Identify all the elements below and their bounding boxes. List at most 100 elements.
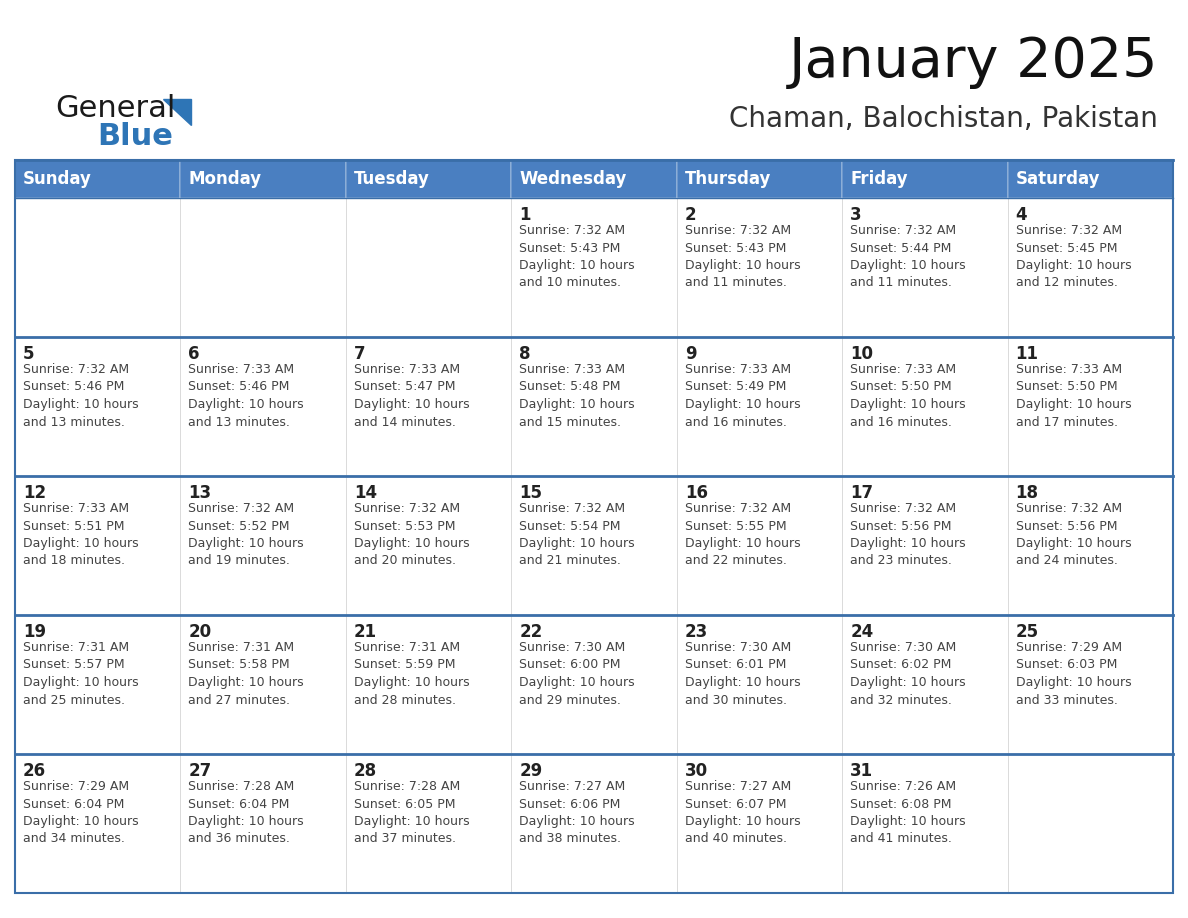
- Bar: [677, 198, 842, 337]
- Text: 23: 23: [684, 623, 708, 641]
- Bar: [677, 337, 842, 476]
- Text: Sunrise: 7:33 AM
Sunset: 5:49 PM
Daylight: 10 hours
and 16 minutes.: Sunrise: 7:33 AM Sunset: 5:49 PM Dayligh…: [684, 363, 801, 429]
- Text: Sunrise: 7:30 AM
Sunset: 6:01 PM
Daylight: 10 hours
and 30 minutes.: Sunrise: 7:30 AM Sunset: 6:01 PM Dayligh…: [684, 641, 801, 707]
- Text: January 2025: January 2025: [789, 35, 1158, 89]
- Bar: [346, 160, 511, 198]
- Bar: [842, 160, 1007, 198]
- Bar: [511, 198, 677, 337]
- Text: Sunrise: 7:32 AM
Sunset: 5:56 PM
Daylight: 10 hours
and 24 minutes.: Sunrise: 7:32 AM Sunset: 5:56 PM Dayligh…: [1016, 502, 1131, 567]
- Text: 18: 18: [1016, 484, 1038, 502]
- Bar: [15, 160, 181, 198]
- Bar: [15, 476, 181, 615]
- Text: Sunrise: 7:32 AM
Sunset: 5:46 PM
Daylight: 10 hours
and 13 minutes.: Sunrise: 7:32 AM Sunset: 5:46 PM Dayligh…: [23, 363, 139, 429]
- Text: Sunrise: 7:32 AM
Sunset: 5:43 PM
Daylight: 10 hours
and 11 minutes.: Sunrise: 7:32 AM Sunset: 5:43 PM Dayligh…: [684, 224, 801, 289]
- Text: 5: 5: [23, 345, 34, 363]
- Text: 20: 20: [189, 623, 211, 641]
- Text: Sunrise: 7:28 AM
Sunset: 6:04 PM
Daylight: 10 hours
and 36 minutes.: Sunrise: 7:28 AM Sunset: 6:04 PM Dayligh…: [189, 780, 304, 845]
- Text: General: General: [55, 94, 176, 123]
- Text: Sunrise: 7:30 AM
Sunset: 6:02 PM
Daylight: 10 hours
and 32 minutes.: Sunrise: 7:30 AM Sunset: 6:02 PM Dayligh…: [851, 641, 966, 707]
- Bar: [677, 160, 842, 198]
- Bar: [346, 198, 511, 337]
- Text: 30: 30: [684, 762, 708, 780]
- Text: Sunrise: 7:33 AM
Sunset: 5:47 PM
Daylight: 10 hours
and 14 minutes.: Sunrise: 7:33 AM Sunset: 5:47 PM Dayligh…: [354, 363, 469, 429]
- Text: Monday: Monday: [189, 170, 261, 188]
- Bar: [1007, 754, 1173, 893]
- Text: Sunrise: 7:31 AM
Sunset: 5:58 PM
Daylight: 10 hours
and 27 minutes.: Sunrise: 7:31 AM Sunset: 5:58 PM Dayligh…: [189, 641, 304, 707]
- Bar: [842, 754, 1007, 893]
- Bar: [15, 337, 181, 476]
- Bar: [511, 337, 677, 476]
- Bar: [181, 476, 346, 615]
- Bar: [1007, 160, 1173, 198]
- Text: Sunrise: 7:31 AM
Sunset: 5:59 PM
Daylight: 10 hours
and 28 minutes.: Sunrise: 7:31 AM Sunset: 5:59 PM Dayligh…: [354, 641, 469, 707]
- Text: 10: 10: [851, 345, 873, 363]
- Text: 21: 21: [354, 623, 377, 641]
- Bar: [346, 754, 511, 893]
- Text: Sunrise: 7:32 AM
Sunset: 5:43 PM
Daylight: 10 hours
and 10 minutes.: Sunrise: 7:32 AM Sunset: 5:43 PM Dayligh…: [519, 224, 634, 289]
- Text: Tuesday: Tuesday: [354, 170, 430, 188]
- Text: 3: 3: [851, 206, 861, 224]
- Text: Thursday: Thursday: [684, 170, 771, 188]
- Text: Saturday: Saturday: [1016, 170, 1100, 188]
- Bar: [181, 160, 346, 198]
- Text: Sunrise: 7:33 AM
Sunset: 5:50 PM
Daylight: 10 hours
and 17 minutes.: Sunrise: 7:33 AM Sunset: 5:50 PM Dayligh…: [1016, 363, 1131, 429]
- Bar: [1007, 337, 1173, 476]
- Text: Blue: Blue: [97, 122, 173, 151]
- Bar: [1007, 476, 1173, 615]
- Text: 1: 1: [519, 206, 531, 224]
- Text: 13: 13: [189, 484, 211, 502]
- Text: 25: 25: [1016, 623, 1038, 641]
- Text: 28: 28: [354, 762, 377, 780]
- Text: Sunrise: 7:27 AM
Sunset: 6:07 PM
Daylight: 10 hours
and 40 minutes.: Sunrise: 7:27 AM Sunset: 6:07 PM Dayligh…: [684, 780, 801, 845]
- Text: 27: 27: [189, 762, 211, 780]
- Bar: [677, 754, 842, 893]
- Text: Sunrise: 7:32 AM
Sunset: 5:52 PM
Daylight: 10 hours
and 19 minutes.: Sunrise: 7:32 AM Sunset: 5:52 PM Dayligh…: [189, 502, 304, 567]
- Text: 12: 12: [23, 484, 46, 502]
- Text: 26: 26: [23, 762, 46, 780]
- Text: 31: 31: [851, 762, 873, 780]
- Bar: [842, 198, 1007, 337]
- Text: 6: 6: [189, 345, 200, 363]
- Bar: [511, 615, 677, 754]
- Text: Sunrise: 7:33 AM
Sunset: 5:46 PM
Daylight: 10 hours
and 13 minutes.: Sunrise: 7:33 AM Sunset: 5:46 PM Dayligh…: [189, 363, 304, 429]
- Text: 15: 15: [519, 484, 542, 502]
- Text: 29: 29: [519, 762, 543, 780]
- Bar: [677, 615, 842, 754]
- Text: Sunrise: 7:32 AM
Sunset: 5:56 PM
Daylight: 10 hours
and 23 minutes.: Sunrise: 7:32 AM Sunset: 5:56 PM Dayligh…: [851, 502, 966, 567]
- Text: Sunrise: 7:33 AM
Sunset: 5:50 PM
Daylight: 10 hours
and 16 minutes.: Sunrise: 7:33 AM Sunset: 5:50 PM Dayligh…: [851, 363, 966, 429]
- Polygon shape: [163, 99, 191, 125]
- Text: 8: 8: [519, 345, 531, 363]
- Bar: [181, 337, 346, 476]
- Text: 19: 19: [23, 623, 46, 641]
- Text: 2: 2: [684, 206, 696, 224]
- Text: Sunrise: 7:28 AM
Sunset: 6:05 PM
Daylight: 10 hours
and 37 minutes.: Sunrise: 7:28 AM Sunset: 6:05 PM Dayligh…: [354, 780, 469, 845]
- Text: 4: 4: [1016, 206, 1028, 224]
- Text: 16: 16: [684, 484, 708, 502]
- Bar: [181, 615, 346, 754]
- Text: Sunrise: 7:27 AM
Sunset: 6:06 PM
Daylight: 10 hours
and 38 minutes.: Sunrise: 7:27 AM Sunset: 6:06 PM Dayligh…: [519, 780, 634, 845]
- Bar: [346, 615, 511, 754]
- Bar: [842, 476, 1007, 615]
- Text: Sunrise: 7:29 AM
Sunset: 6:03 PM
Daylight: 10 hours
and 33 minutes.: Sunrise: 7:29 AM Sunset: 6:03 PM Dayligh…: [1016, 641, 1131, 707]
- Text: Friday: Friday: [851, 170, 908, 188]
- Text: Sunrise: 7:32 AM
Sunset: 5:54 PM
Daylight: 10 hours
and 21 minutes.: Sunrise: 7:32 AM Sunset: 5:54 PM Dayligh…: [519, 502, 634, 567]
- Text: Sunrise: 7:32 AM
Sunset: 5:45 PM
Daylight: 10 hours
and 12 minutes.: Sunrise: 7:32 AM Sunset: 5:45 PM Dayligh…: [1016, 224, 1131, 289]
- Text: Sunrise: 7:26 AM
Sunset: 6:08 PM
Daylight: 10 hours
and 41 minutes.: Sunrise: 7:26 AM Sunset: 6:08 PM Dayligh…: [851, 780, 966, 845]
- Text: Sunrise: 7:31 AM
Sunset: 5:57 PM
Daylight: 10 hours
and 25 minutes.: Sunrise: 7:31 AM Sunset: 5:57 PM Dayligh…: [23, 641, 139, 707]
- Text: Sunrise: 7:29 AM
Sunset: 6:04 PM
Daylight: 10 hours
and 34 minutes.: Sunrise: 7:29 AM Sunset: 6:04 PM Dayligh…: [23, 780, 139, 845]
- Text: Sunrise: 7:32 AM
Sunset: 5:44 PM
Daylight: 10 hours
and 11 minutes.: Sunrise: 7:32 AM Sunset: 5:44 PM Dayligh…: [851, 224, 966, 289]
- Bar: [15, 160, 1173, 893]
- Text: Sunrise: 7:33 AM
Sunset: 5:51 PM
Daylight: 10 hours
and 18 minutes.: Sunrise: 7:33 AM Sunset: 5:51 PM Dayligh…: [23, 502, 139, 567]
- Bar: [511, 160, 677, 198]
- Bar: [1007, 198, 1173, 337]
- Text: Sunrise: 7:33 AM
Sunset: 5:48 PM
Daylight: 10 hours
and 15 minutes.: Sunrise: 7:33 AM Sunset: 5:48 PM Dayligh…: [519, 363, 634, 429]
- Bar: [181, 754, 346, 893]
- Bar: [15, 615, 181, 754]
- Text: 24: 24: [851, 623, 873, 641]
- Bar: [15, 754, 181, 893]
- Text: 17: 17: [851, 484, 873, 502]
- Bar: [15, 198, 181, 337]
- Text: 14: 14: [354, 484, 377, 502]
- Text: 22: 22: [519, 623, 543, 641]
- Bar: [842, 337, 1007, 476]
